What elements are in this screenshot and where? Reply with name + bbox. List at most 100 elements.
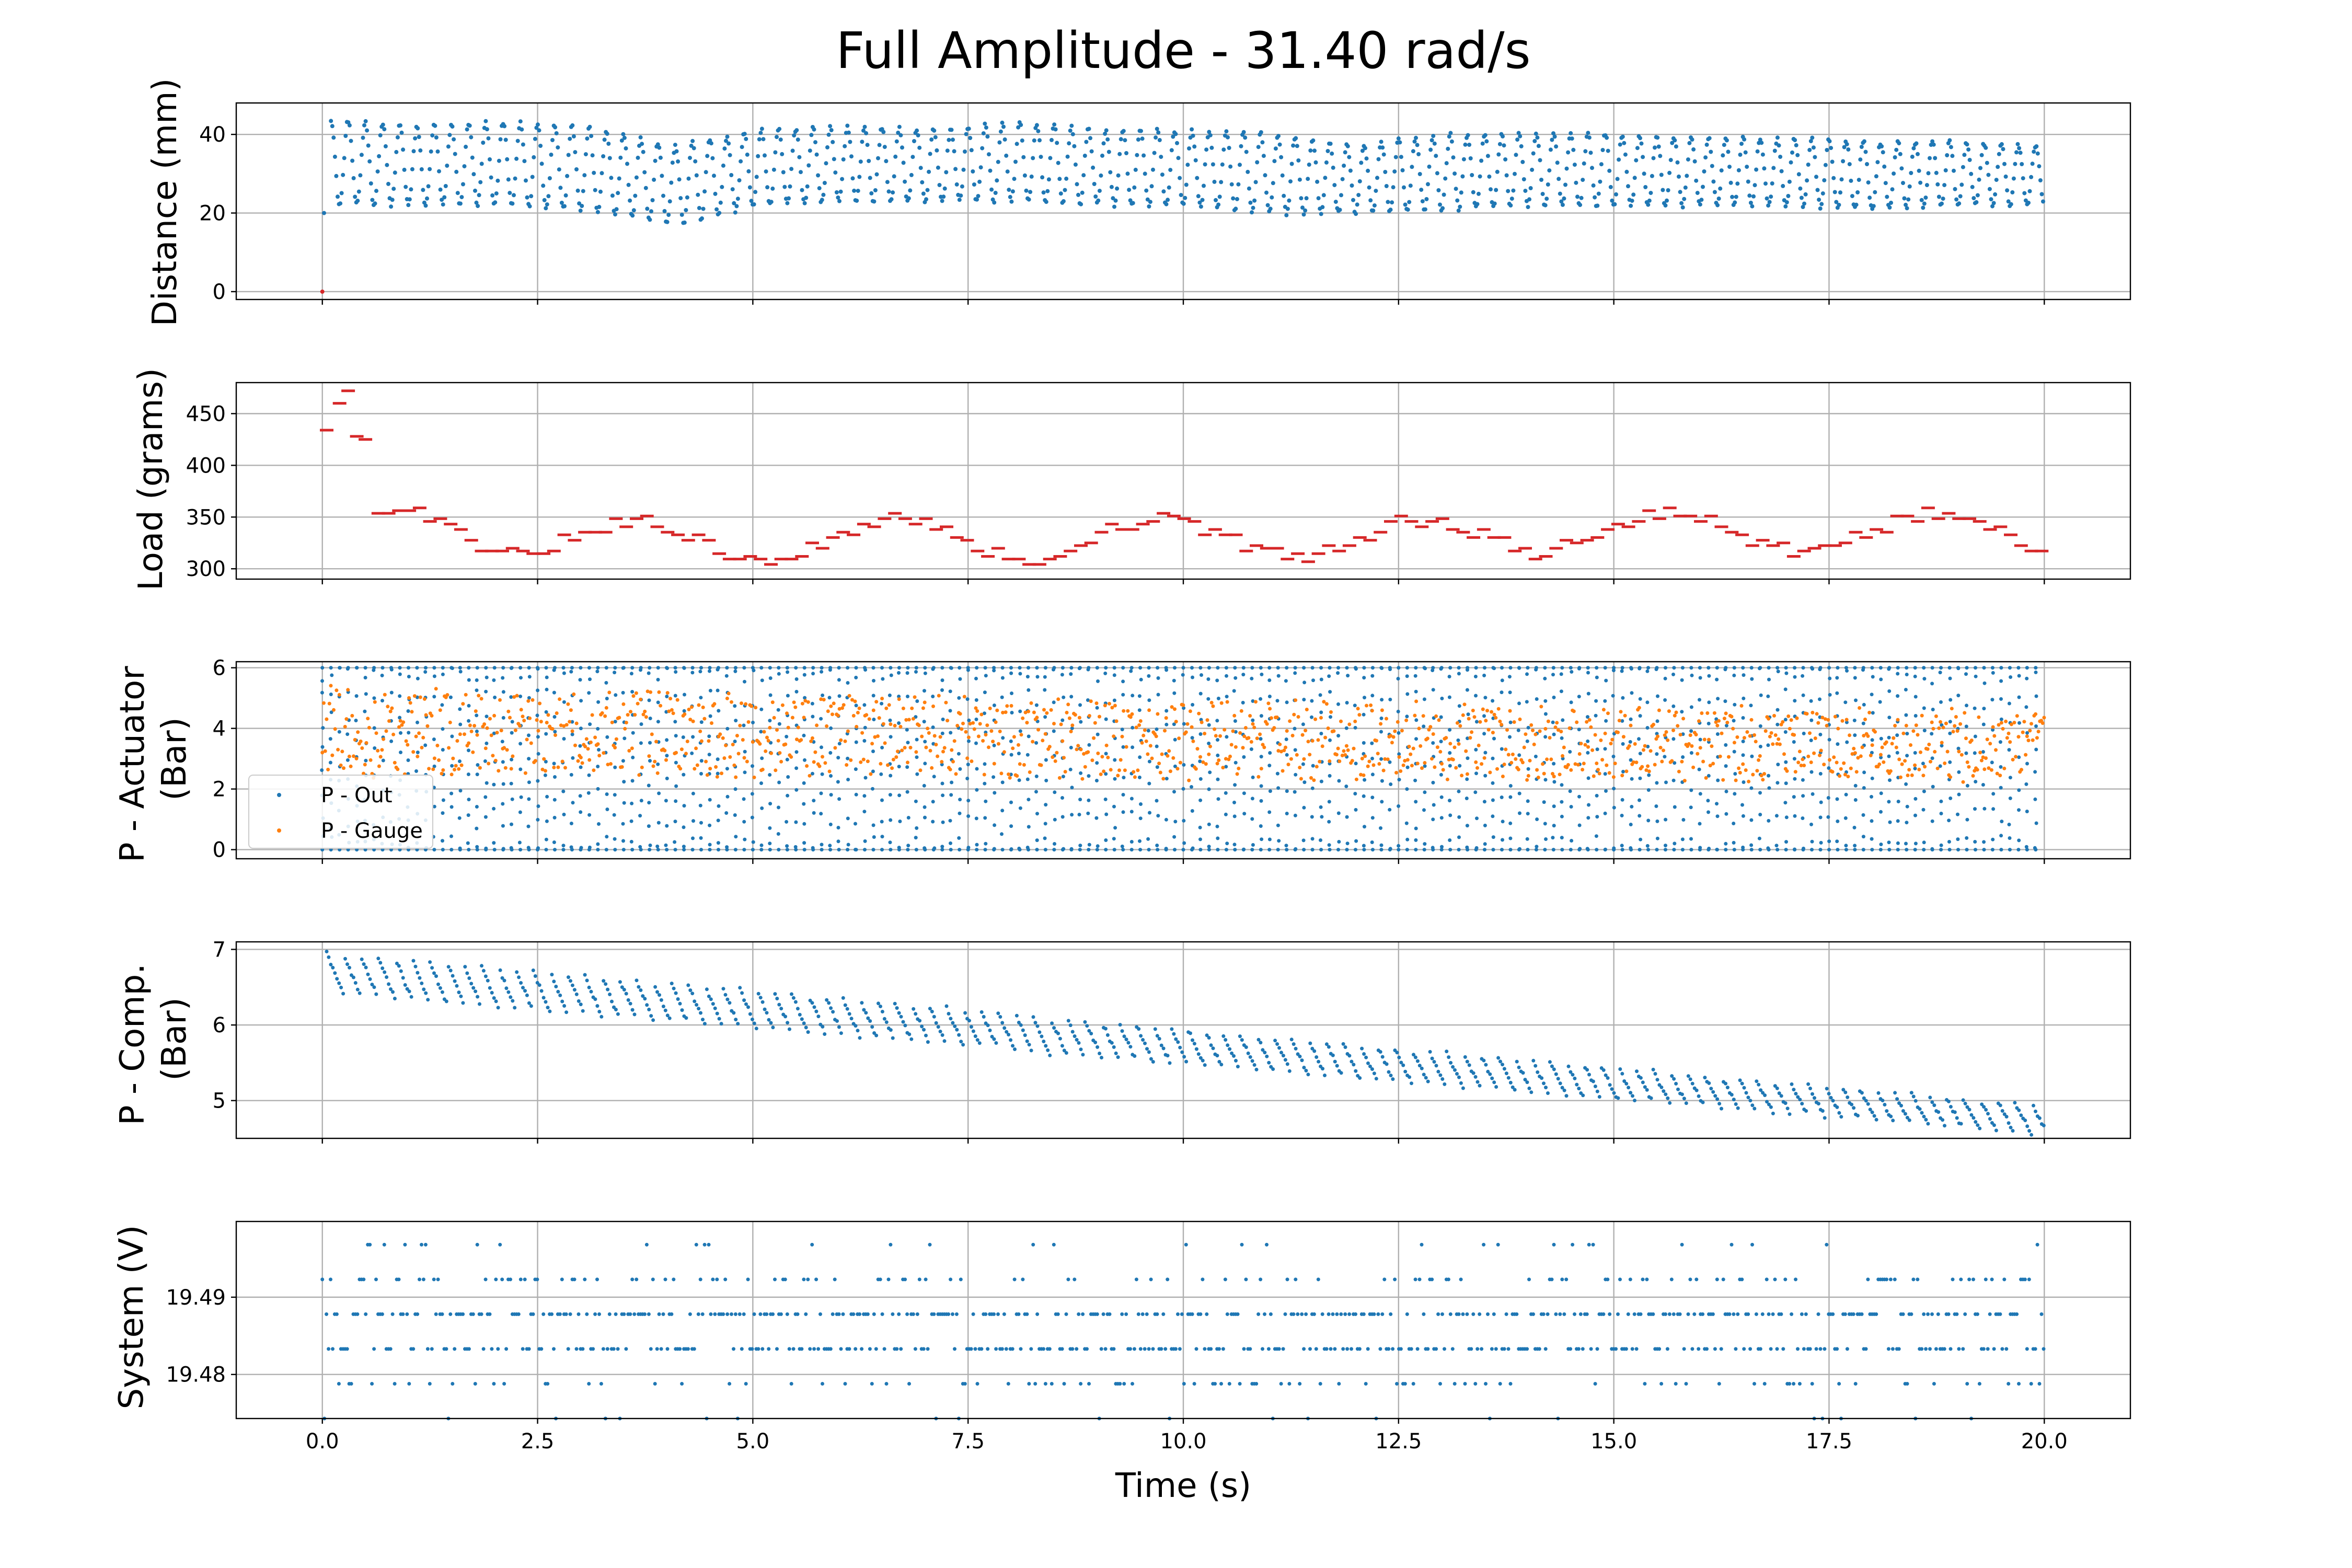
grid-p-comp: 567 (213, 938, 2130, 1144)
data-point (329, 684, 333, 688)
data-point (418, 148, 423, 153)
data-point (998, 729, 1002, 733)
data-point (1508, 203, 1513, 207)
data-point (975, 848, 979, 852)
data-point (1112, 666, 1116, 670)
data-point (1630, 691, 1634, 695)
data-point (633, 193, 638, 198)
data-point (1323, 176, 1328, 180)
data-point (1620, 798, 1624, 802)
data-point (656, 762, 660, 766)
data-point (742, 132, 747, 136)
data-point (585, 978, 589, 983)
data-point (777, 672, 781, 676)
data-point (891, 190, 895, 195)
data-point (1552, 780, 1557, 784)
data-point (463, 732, 466, 736)
data-point (2012, 721, 2016, 724)
data-point (1417, 727, 1421, 731)
data-point (1921, 808, 1926, 812)
data-point (1827, 139, 1832, 144)
data-point (1949, 775, 1953, 779)
data-point (1206, 697, 1210, 701)
data-point (503, 137, 508, 142)
data-point (759, 848, 764, 852)
data-point (1620, 134, 1625, 139)
data-point (485, 781, 489, 785)
data-point (1304, 729, 1308, 733)
data-point (1671, 728, 1675, 732)
data-point (479, 697, 483, 701)
data-point (496, 1006, 500, 1010)
data-point (1595, 793, 1599, 798)
data-point (1544, 197, 1549, 201)
data-point (469, 135, 474, 140)
data-point (524, 178, 528, 183)
data-point (1892, 171, 1896, 176)
data-point (441, 839, 444, 843)
data-point (1034, 774, 1039, 778)
data-point (1400, 729, 1404, 733)
data-point (1585, 720, 1589, 724)
data-point (1922, 666, 1926, 670)
data-point (1707, 848, 1711, 852)
data-point (1377, 762, 1381, 766)
data-point (1035, 848, 1039, 852)
data-point (810, 701, 814, 706)
data-point (1474, 720, 1479, 724)
data-point (522, 159, 527, 164)
data-point (1009, 666, 1013, 670)
data-point (525, 993, 529, 997)
data-point (665, 691, 670, 695)
data-point (770, 186, 775, 191)
data-point (983, 711, 986, 716)
data-point (1058, 191, 1063, 196)
data-point (1761, 778, 1765, 782)
data-point (1138, 848, 1143, 852)
data-point (1569, 805, 1573, 809)
data-point (857, 706, 861, 710)
y-axis-label-p-actuator-line1: P - Actuator (113, 666, 152, 862)
data-point (906, 848, 910, 852)
data-point (1991, 201, 1996, 205)
data-point (1167, 185, 1171, 190)
data-point (1508, 836, 1513, 840)
data-point (492, 666, 497, 670)
data-point (693, 767, 697, 771)
data-point (1835, 797, 1839, 801)
data-point (527, 797, 531, 801)
data-point (1981, 783, 1985, 787)
data-point (1251, 205, 1255, 210)
data-point (915, 772, 919, 776)
data-point (1673, 761, 1677, 765)
data-point (1514, 757, 1518, 761)
data-point (743, 750, 747, 754)
data-point (604, 848, 608, 852)
data-point (1645, 844, 1650, 848)
data-point (1578, 203, 1583, 207)
data-point (1439, 795, 1444, 799)
data-point (1212, 179, 1217, 184)
data-point (725, 794, 730, 799)
data-point (643, 709, 647, 713)
data-point (1982, 840, 1986, 844)
data-point (1998, 740, 2002, 744)
data-point (984, 841, 988, 846)
data-point (1294, 136, 1298, 141)
data-point (389, 666, 393, 670)
data-point (1655, 666, 1659, 670)
data-point (648, 217, 652, 222)
data-point (670, 708, 674, 712)
data-point (1605, 763, 1609, 767)
data-point (1832, 190, 1837, 194)
data-point (1411, 746, 1415, 751)
data-point (1873, 730, 1877, 734)
data-point (1749, 843, 1754, 847)
data-point (1319, 212, 1323, 216)
data-point (1591, 183, 1596, 188)
data-point (1439, 816, 1444, 820)
data-point (1390, 741, 1394, 745)
data-point (1485, 154, 1490, 158)
legend-marker (277, 828, 281, 833)
data-point (840, 177, 845, 181)
